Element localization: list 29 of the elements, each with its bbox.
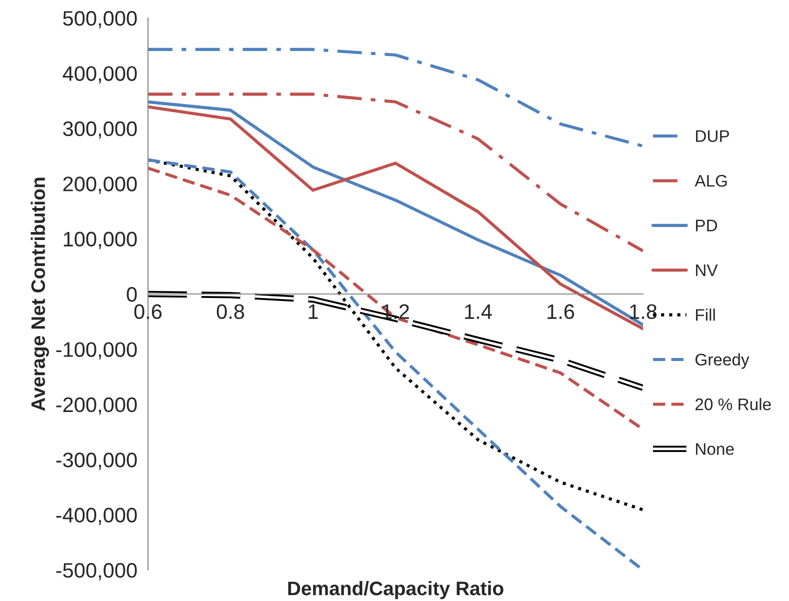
legend-label: PD — [696, 220, 718, 232]
y-tick-label: -500,000 — [56, 563, 137, 580]
x-tick-label: 1.8 — [630, 304, 657, 320]
x-tick-label: 1.6 — [548, 304, 574, 320]
legend-label: Greedy — [696, 353, 750, 369]
y-tick-label: -100,000 — [56, 342, 137, 360]
x-tick-label: 1 — [308, 304, 318, 319]
x-axis-title: Demand/Capacity Ratio — [288, 581, 504, 600]
x-tick-label: 1.4 — [465, 304, 492, 319]
legend-label: DUP — [696, 130, 729, 142]
y-tick-label: -200,000 — [56, 397, 137, 415]
y-tick-label: 0 — [126, 287, 137, 302]
y-tick-label: 100,000 — [64, 232, 137, 250]
x-tick-label: 0.8 — [216, 304, 244, 320]
line-series — [148, 92, 643, 252]
legend-label: Fill — [696, 308, 715, 321]
legend-label: None — [696, 443, 734, 455]
y-tick-label: 300,000 — [63, 121, 137, 139]
x-tick-label: 0.6 — [134, 304, 162, 320]
y-tick-label: 200,000 — [63, 176, 137, 194]
line-series — [148, 48, 643, 148]
y-tick-label: 400,000 — [62, 66, 137, 84]
legend-label: 20 % Rule — [696, 398, 771, 410]
y-tick-label: 500,000 — [63, 11, 137, 28]
legend-label: ALG — [694, 174, 727, 187]
y-axis-title: Average Net Contribution — [30, 178, 49, 411]
y-tick-label: -400,000 — [56, 508, 137, 526]
y-tick-label: -300,000 — [56, 452, 137, 470]
legend-label: NV — [696, 264, 718, 276]
